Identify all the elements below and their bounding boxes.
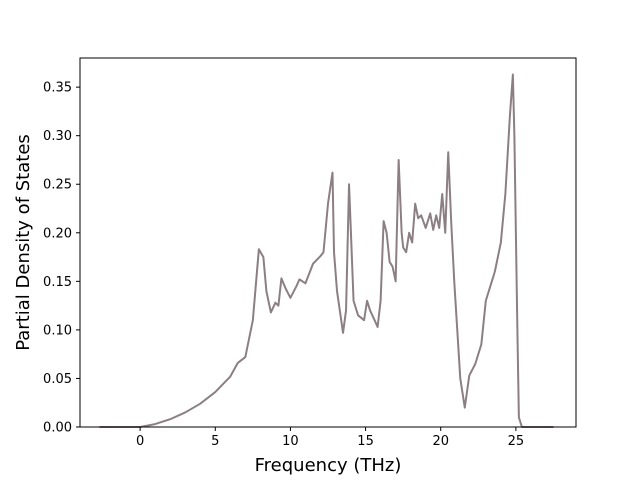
series-line-0 [99, 73, 554, 428]
y-tick-label: 0.20 [43, 226, 72, 241]
x-tick-label: 0 [136, 434, 144, 449]
y-tick-label: 0.00 [43, 421, 72, 436]
series-layer [99, 73, 554, 428]
x-tick-label: 10 [282, 434, 299, 449]
y-tick-label: 0.10 [43, 323, 72, 338]
x-tick-label: 20 [432, 434, 449, 449]
plot-frame [79, 57, 577, 428]
y-axis-label: Partial Density of States [13, 134, 34, 351]
x-axis-ticks: 0 5 10 15 20 25 [136, 427, 524, 449]
y-tick-label: 0.35 [43, 81, 72, 96]
x-tick-label: 5 [211, 434, 219, 449]
x-tick-label: 25 [508, 434, 525, 449]
x-axis-label: Frequency (THz) [255, 455, 402, 476]
y-tick-label: 0.15 [43, 275, 72, 290]
plot-background [80, 58, 576, 427]
y-tick-label: 0.05 [43, 372, 72, 387]
y-tick-label: 0.30 [43, 129, 72, 144]
y-axis-ticks: 0.00 0.05 0.10 0.15 0.20 0.25 0.30 0.35 [43, 81, 80, 436]
y-tick-label: 0.25 [43, 178, 72, 193]
x-tick-label: 15 [357, 434, 374, 449]
